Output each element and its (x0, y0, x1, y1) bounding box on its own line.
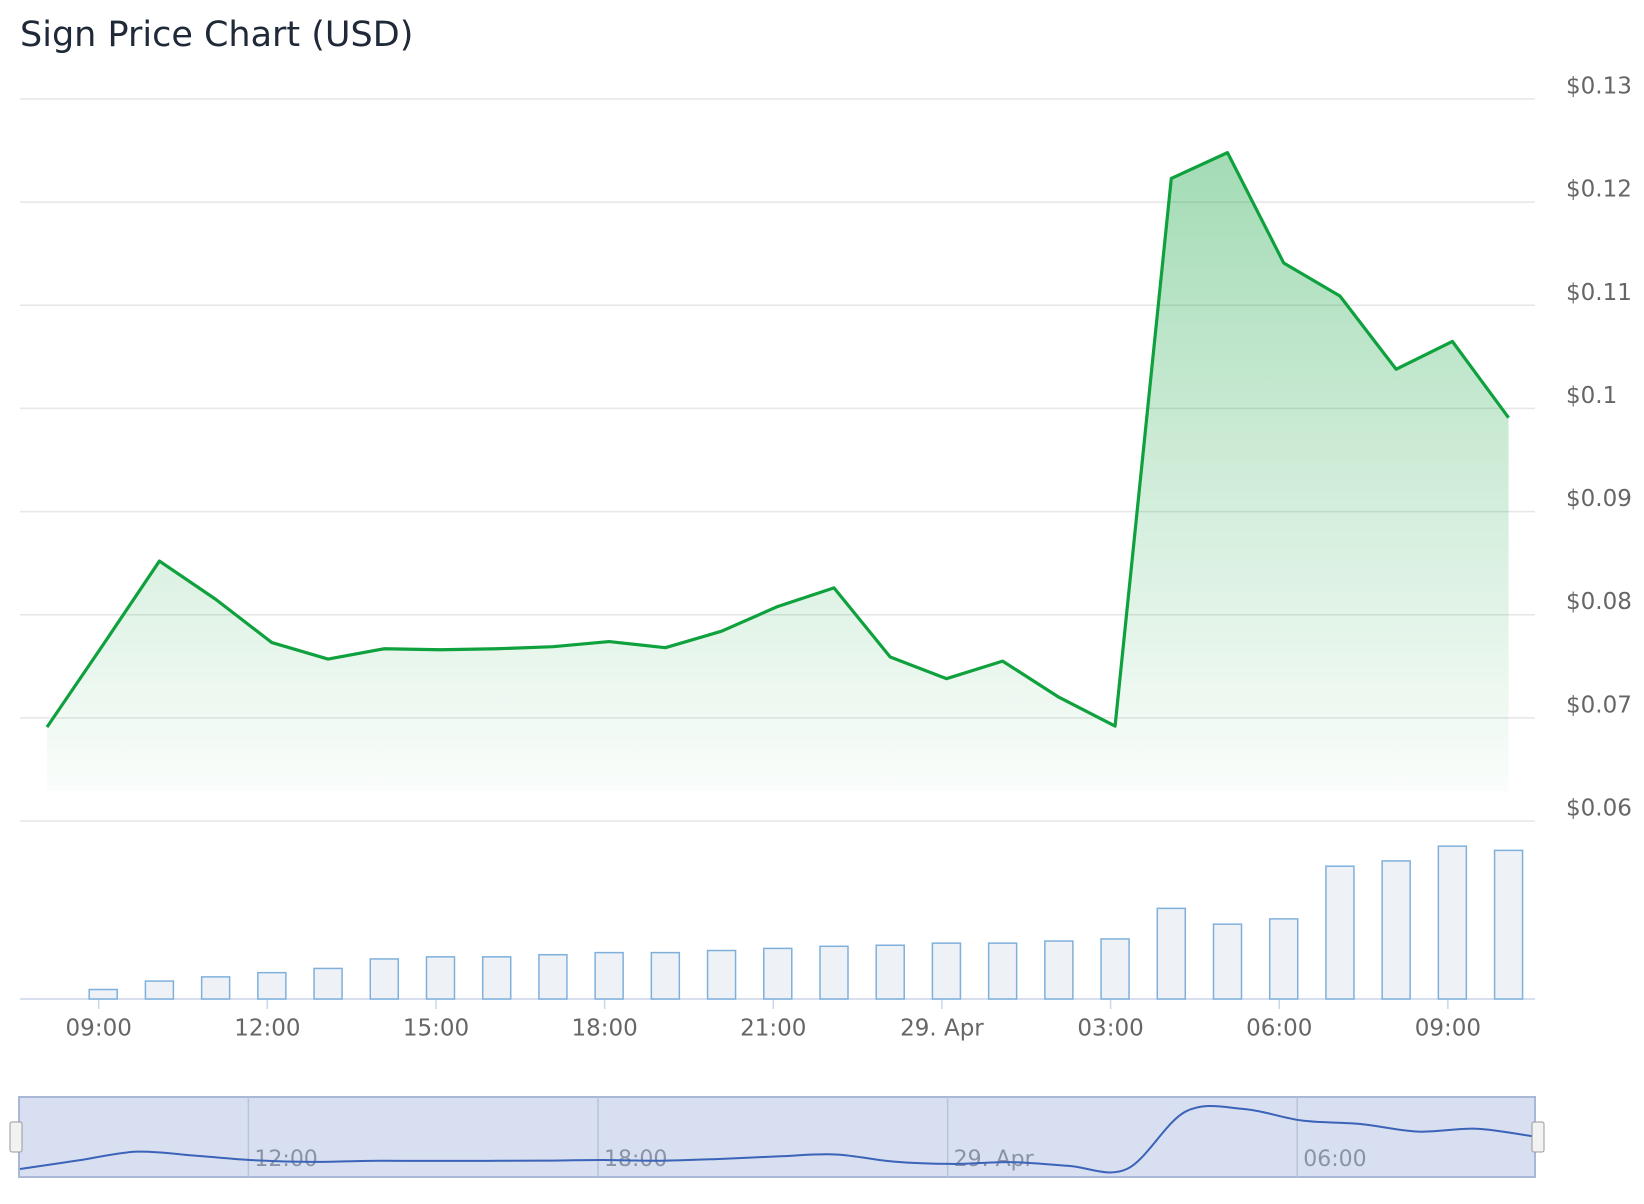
volume-bar (594, 951, 624, 1000)
navigator-line (19, 1105, 1536, 1174)
x-tick-label: 18:00 (571, 1016, 637, 1042)
volume-bar (763, 947, 793, 1000)
price-line (45, 151, 1510, 729)
y-tick-label: $0.13 (1566, 74, 1632, 100)
volume-bar (481, 956, 512, 1000)
volume-bar (144, 980, 175, 1000)
navigator-handle[interactable] (9, 1121, 23, 1153)
volume-bar (257, 971, 287, 1000)
volume-bar (425, 956, 456, 1000)
y-tick-label: $0.11 (1566, 280, 1632, 306)
x-tick-label: 06:00 (1246, 1016, 1312, 1042)
volume-bar (538, 953, 568, 1000)
volume-bar (1268, 918, 1299, 1000)
volume-bar (1156, 907, 1187, 1000)
volume-bar (1044, 940, 1074, 1000)
navigator-handle[interactable] (1531, 1121, 1545, 1153)
volume-bar (931, 942, 962, 1000)
volume-bar (1100, 938, 1130, 1000)
volume-bar (369, 958, 400, 1000)
volume-bar (706, 949, 737, 1000)
navigator-tick-label: 12:00 (254, 1147, 317, 1172)
volume-bar (313, 967, 343, 1000)
volume-bar (819, 945, 849, 1000)
x-tick-label: 03:00 (1077, 1016, 1143, 1042)
volume-bar (1437, 845, 1468, 1000)
volume-bar (650, 951, 681, 1000)
volume-bar (1212, 923, 1243, 1000)
volume-bar (1381, 860, 1411, 1000)
volume-bar (1325, 865, 1355, 1000)
volume-bar (88, 988, 118, 1000)
x-tick-label: 09:00 (66, 1016, 132, 1042)
navigator-tick-label: 06:00 (1303, 1147, 1366, 1172)
x-tick-label: 09:00 (1415, 1016, 1481, 1042)
volume-bar (200, 976, 231, 1000)
x-tick-label: 12:00 (234, 1016, 300, 1042)
navigator-tick-label: 29. Apr (954, 1147, 1035, 1172)
x-tick-label: 29. Apr (900, 1016, 984, 1042)
navigator-background (18, 1096, 1536, 1178)
volume-bar (1493, 849, 1524, 1000)
y-tick-label: $0.1 (1566, 383, 1617, 409)
price-area (46, 152, 1509, 792)
volume-bar (987, 942, 1018, 1000)
x-tick-label: 21:00 (740, 1016, 806, 1042)
y-tick-label: $0.07 (1566, 692, 1632, 718)
y-tick-label: $0.08 (1566, 589, 1632, 615)
y-tick-label: $0.06 (1566, 796, 1632, 822)
y-tick-label: $0.12 (1566, 177, 1632, 203)
y-tick-label: $0.09 (1566, 486, 1632, 512)
x-tick-label: 15:00 (403, 1016, 469, 1042)
volume-bar (875, 944, 905, 1000)
chart-title: Sign Price Chart (USD) (20, 15, 413, 55)
